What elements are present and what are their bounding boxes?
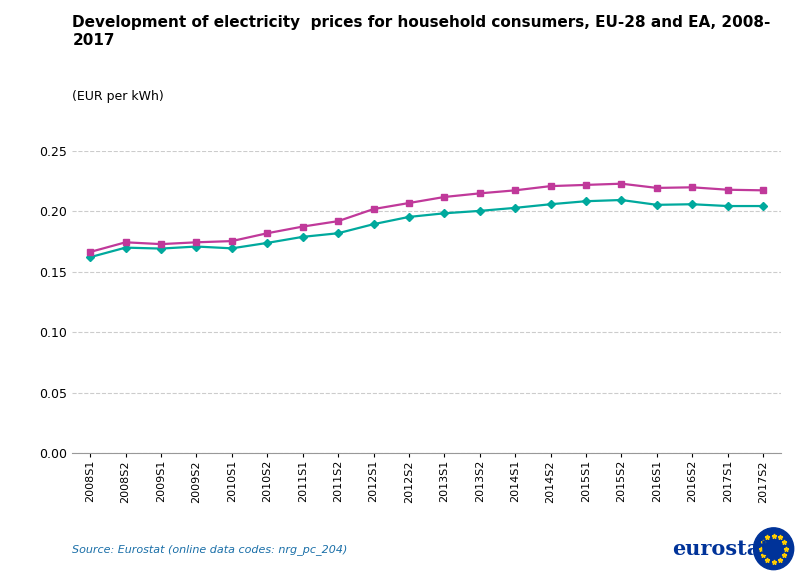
Euro area <box>262 229 272 236</box>
EU-28 <box>510 205 520 211</box>
Line: Euro area: Euro area <box>87 180 766 256</box>
Euro area <box>85 249 95 256</box>
Euro area <box>617 180 626 187</box>
Euro area <box>758 187 768 194</box>
Euro area <box>652 184 662 191</box>
EU-28 <box>156 245 166 252</box>
EU-28 <box>404 213 414 220</box>
EU-28 <box>85 254 95 261</box>
EU-28 <box>121 244 130 251</box>
EU-28 <box>369 221 378 228</box>
Euro area <box>227 238 237 245</box>
Euro area <box>687 184 697 191</box>
Euro area <box>121 239 130 246</box>
EU-28 <box>227 245 237 252</box>
Euro area <box>369 206 378 213</box>
EU-28 <box>262 239 272 246</box>
Line: EU-28: EU-28 <box>87 197 766 260</box>
EU-28 <box>652 202 662 209</box>
Euro area <box>156 241 166 248</box>
Euro area <box>404 199 414 206</box>
EU-28 <box>333 229 343 236</box>
Text: Source: Eurostat (online data codes: nrg_pc_204): Source: Eurostat (online data codes: nrg… <box>72 544 348 555</box>
Text: Development of electricity  prices for household consumers, EU-28 and EA, 2008-
: Development of electricity prices for ho… <box>72 15 771 48</box>
Euro area <box>510 187 520 194</box>
Euro area <box>333 218 343 225</box>
Euro area <box>475 190 485 197</box>
Euro area <box>192 239 201 246</box>
EU-28 <box>440 210 449 217</box>
EU-28 <box>192 243 201 250</box>
Euro area <box>581 181 591 188</box>
EU-28 <box>617 196 626 203</box>
EU-28 <box>298 234 308 241</box>
EU-28 <box>758 203 768 210</box>
EU-28 <box>687 201 697 208</box>
Text: (EUR per kWh): (EUR per kWh) <box>72 90 164 103</box>
EU-28 <box>581 198 591 205</box>
EU-28 <box>475 207 485 214</box>
Circle shape <box>753 528 794 569</box>
EU-28 <box>546 201 555 208</box>
Euro area <box>440 193 449 200</box>
Text: eurostat: eurostat <box>672 539 770 559</box>
EU-28 <box>723 203 733 210</box>
Euro area <box>298 223 308 230</box>
Euro area <box>546 182 555 189</box>
Euro area <box>723 187 733 193</box>
